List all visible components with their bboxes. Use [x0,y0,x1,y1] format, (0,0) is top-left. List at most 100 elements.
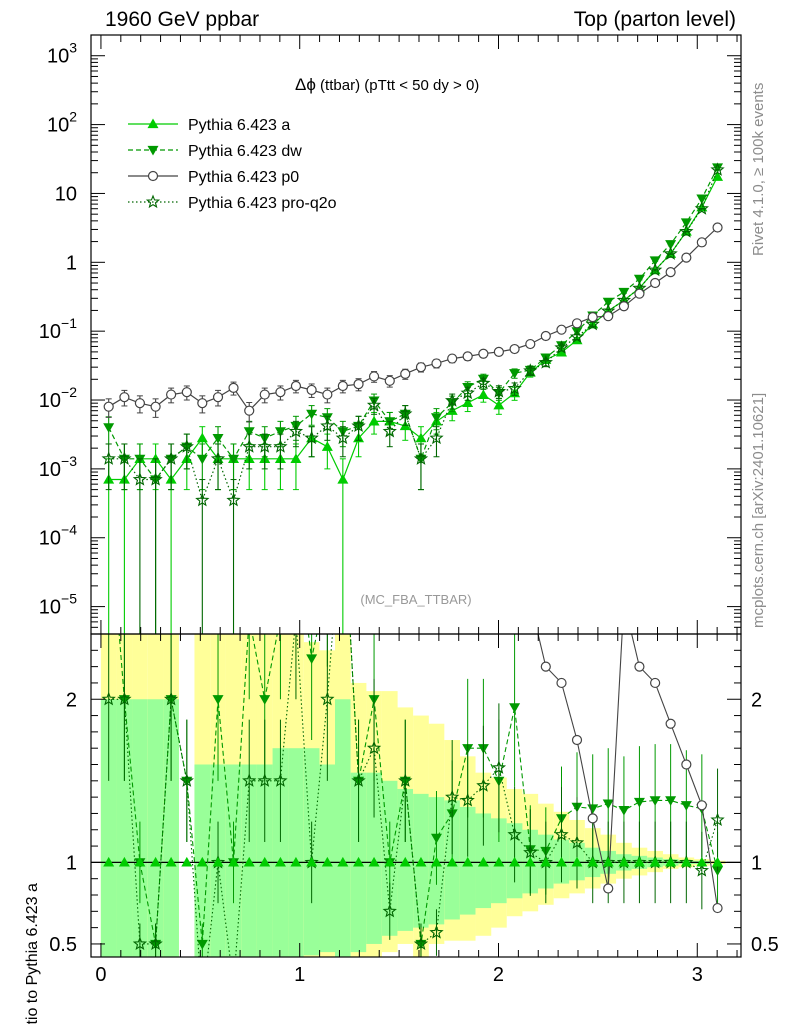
ratio-point-p0 [540,661,551,672]
ratio-point-a [243,856,255,867]
data-point-p0 [259,389,270,400]
legend-marker-a [147,118,159,129]
ratio-point-dw [680,801,692,811]
y-tick-label: 103 [47,40,77,68]
ratio-y-tick-label-right: 2 [751,689,762,711]
data-point-dw [680,218,692,229]
data-point-p0 [712,222,723,233]
data-point-proq2o [647,262,663,277]
data-point-p0 [306,384,317,396]
data-point-proq2o [554,340,569,354]
data-point-p0 [384,375,395,386]
analysis-watermark: (MC_FBA_TTBAR) [360,592,471,607]
data-point-p0 [650,277,661,289]
ratio-point-a [259,856,271,867]
series-a [103,171,724,634]
data-point-proq2o [304,430,319,445]
ratio-point-a [462,856,474,867]
ratio-point-proq2o [163,691,179,706]
legend-marker-proq2o [145,194,161,209]
ratio-point-a [649,856,661,867]
y-tick-exponent: −3 [61,453,77,469]
data-point-proq2o [491,383,507,398]
x-tick-label: 0 [95,964,106,986]
ratio-point-proq2o [273,773,288,787]
ratio-point-a [274,856,286,867]
y-tick-label: 10−1 [39,315,77,343]
data-point-proq2o [242,439,257,453]
ratio-point-a [181,856,193,867]
data-point-p0 [166,389,177,400]
data-point-a [477,389,489,399]
data-point-proq2o [710,162,725,176]
data-point-dw [649,256,661,267]
y-tick-label: 10 [55,183,77,205]
y-tick-exponent: −2 [61,384,77,400]
ratio-point-a [633,856,645,867]
ratio-point-proq2o [476,778,491,792]
ratio-band-green-bin [288,748,304,957]
ratio-point-proq2o [445,789,460,804]
ratio-point-proq2o [694,863,709,877]
data-point-p0 [353,379,364,390]
data-point-proq2o [398,406,413,420]
ratio-point-a [103,856,115,867]
data-point-proq2o [569,329,585,343]
data-point-proq2o [163,451,179,465]
ratio-point-p0 [448,499,457,508]
ratio-point-dw [196,939,208,950]
data-point-proq2o [288,423,304,438]
ratio-point-a [556,856,568,867]
data-point-p0 [571,318,583,329]
series-line-dw [108,167,719,481]
data-point-p0 [337,380,348,392]
ratio-point-dw [259,695,271,705]
header-left: 1960 GeV ppbar [105,8,260,31]
series-p0 [103,222,723,423]
series-line-p0 [108,227,718,412]
data-point-a [150,453,162,463]
y-tick-label: 102 [47,109,77,137]
data-point-proq2o [445,393,460,407]
data-point-proq2o [413,451,429,465]
legend-item-dw: Pythia 6.423 dw [128,143,302,160]
ratio-point-a [712,856,724,867]
data-point-proq2o [226,492,241,507]
ratio-series-group [101,499,725,957]
data-point-p0 [275,387,286,398]
ratio-point-proq2o [398,773,413,787]
ratio-point-p0 [510,499,519,508]
ratio-point-a [337,856,349,867]
data-point-p0 [290,380,302,392]
ratio-point-a [415,856,427,867]
data-point-a [368,415,380,426]
data-point-p0 [103,401,114,412]
ratio-point-p0 [696,800,707,811]
ratio-point-p0 [479,499,488,508]
series-line-proq2o [108,169,719,503]
ratio-point-a [493,856,505,867]
ratio-point-a [618,856,630,867]
ratio-point-p0 [307,499,316,508]
ratio-point-dw [665,796,677,806]
series-line-a [108,176,719,482]
series-proq2o [101,162,725,634]
series-dw [103,163,724,634]
data-point-dw [274,427,286,437]
data-point-a [196,432,208,443]
ratio-point-proq2o [132,936,148,951]
data-point-proq2o [460,385,475,400]
legend-label-a: Pythia 6.423 a [188,117,290,134]
data-point-dw [665,240,677,250]
ratio-point-p0 [276,499,285,508]
ratio-point-proq2o [148,936,163,951]
data-point-proq2o [132,472,148,486]
ratio-point-p0 [214,499,223,508]
ratio-point-proq2o [507,827,522,841]
ratio-point-dw [275,614,286,624]
data-point-p0 [400,368,411,379]
ratio-band-green-bin [334,699,351,957]
ratio-point-p0 [291,499,300,508]
ratio-point-p0 [603,883,614,894]
